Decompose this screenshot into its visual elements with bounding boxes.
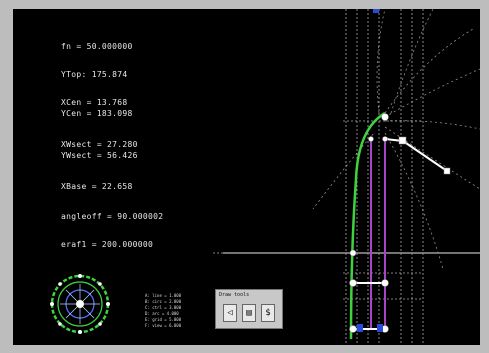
readout-fn: fn = 50.000000 — [61, 42, 133, 51]
legend-line: A: line = 1.000 — [145, 293, 182, 298]
legend-line: E: grid = 5.000 — [145, 317, 182, 322]
readout-ycen: YCen = 183.098 — [61, 109, 133, 118]
cad-canvas[interactable] — [13, 9, 480, 345]
readout-ytop: YTop: 175.874 — [61, 70, 128, 79]
blue-markers — [357, 9, 383, 332]
green-curve[interactable] — [349, 111, 386, 340]
tool-palette[interactable]: Draw tools ◁ ▤ $ — [215, 289, 283, 329]
legend-line: C: ctrl = 3.000 — [145, 305, 182, 310]
tool-button-pointer[interactable]: ◁ — [223, 304, 237, 322]
tool-palette-title: Draw tools — [219, 292, 250, 298]
legend-line: B: circ = 2.000 — [145, 299, 182, 304]
readout-xcen: XCen = 13.768 — [61, 98, 128, 107]
viewport-screen[interactable]: fn = 50.000000 YTop: 175.874 XCen = 13.7… — [13, 9, 480, 345]
tool-button-layers[interactable]: ▤ — [242, 304, 256, 322]
readout-xwsect: XWsect = 27.280 — [61, 140, 138, 149]
readout-angleoff: angleoff = 90.000002 — [61, 212, 164, 221]
readout-ywsect: YWsect = 56.426 — [61, 151, 138, 160]
readout-eraf: eraf1 = 200.000000 — [61, 240, 154, 249]
tool-button-dollar[interactable]: $ — [261, 304, 275, 322]
field-lines — [312, 9, 480, 270]
radial-gear-widget[interactable] — [50, 274, 110, 334]
legend-line: F: view = 6.000 — [145, 323, 182, 328]
white-connectors — [353, 138, 448, 330]
control-points[interactable] — [349, 113, 451, 333]
readout-xbase: XBase = 22.658 — [61, 182, 133, 191]
legend-line: D: arc = 4.000 — [145, 311, 179, 316]
purple-axis — [370, 137, 386, 329]
